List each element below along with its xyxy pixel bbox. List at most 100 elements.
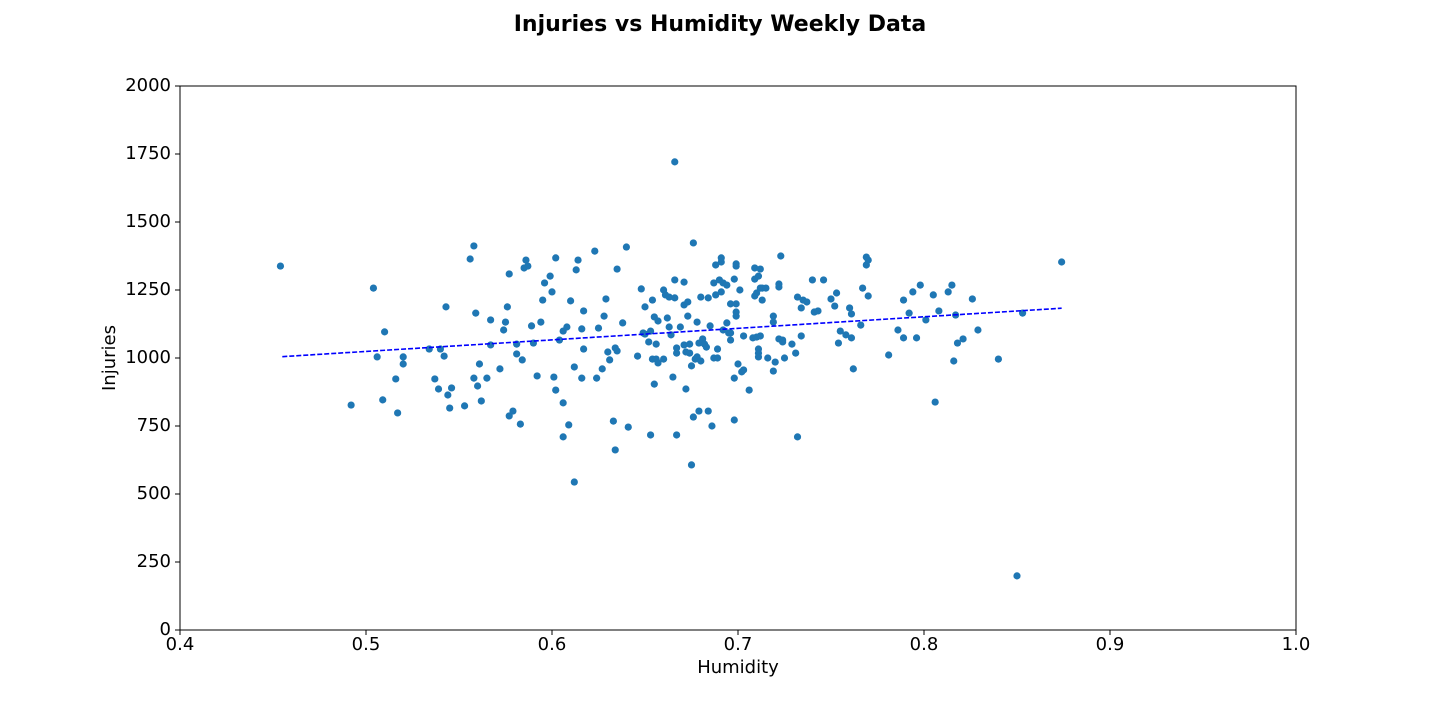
scatter-point [460, 402, 469, 410]
y-tick-label: 1750 [125, 143, 171, 164]
scatter-point [797, 332, 805, 340]
scatter-point [574, 256, 582, 264]
scatter-point [704, 294, 712, 302]
trend-line [282, 307, 1062, 358]
scatter-point [899, 334, 908, 342]
scatter-point [524, 262, 532, 270]
scatter-point [527, 322, 536, 330]
scatter-point [537, 318, 545, 326]
scatter-point [570, 363, 578, 371]
scatter-point [708, 422, 716, 430]
scatter-point [764, 354, 772, 362]
scatter-point [968, 295, 976, 303]
scatter-point [814, 307, 822, 315]
scatter-point [505, 270, 513, 278]
scatter-point [680, 341, 688, 349]
plot-frame [179, 85, 1297, 631]
scatter-point [641, 303, 649, 311]
scatter-point [483, 374, 491, 382]
scatter-point [434, 385, 443, 393]
scatter-point [712, 261, 720, 269]
scatter-point [606, 356, 614, 364]
y-tick-label: 500 [137, 483, 171, 504]
scatter-point [503, 303, 511, 311]
scatter-point [652, 340, 660, 348]
scatter-point [440, 352, 448, 360]
scatter-point [834, 339, 843, 347]
scatter-point [849, 365, 857, 373]
scatter-point [717, 254, 725, 262]
scatter-point [552, 386, 560, 394]
scatter-point [710, 279, 718, 287]
scatter-point [734, 360, 742, 368]
scatter-point [516, 420, 524, 428]
scatter-point [684, 312, 692, 320]
scatter-point [712, 291, 720, 299]
scatter-point [565, 421, 573, 429]
y-tick-label: 750 [137, 415, 171, 436]
y-tick-label: 2000 [125, 75, 171, 96]
scatter-point [827, 295, 835, 303]
scatter-point [477, 397, 485, 405]
scatter-point [697, 357, 705, 365]
scatter-point [518, 356, 526, 364]
scatter-point [912, 334, 921, 342]
scatter-point [399, 360, 407, 368]
scatter-point [559, 399, 567, 407]
scatter-point [689, 239, 697, 247]
scatter-point [689, 413, 697, 421]
scatter-point [470, 374, 478, 382]
scatter-point [369, 284, 378, 292]
scatter-point [442, 303, 450, 311]
scatter-point [723, 281, 731, 289]
scatter-point [593, 374, 601, 382]
scatter-point [792, 349, 800, 357]
scatter-point [673, 344, 681, 352]
scatter-point [379, 396, 387, 404]
scatter-point [680, 278, 688, 286]
scatter-point [604, 348, 612, 356]
scatter-point [726, 336, 735, 344]
scatter-point [905, 309, 913, 317]
scatter-point [619, 319, 627, 327]
scatter-point [548, 288, 556, 296]
scatter-point [580, 345, 588, 353]
scatter-point [578, 325, 586, 333]
scatter-point [922, 316, 930, 324]
scatter-point [847, 310, 856, 318]
scatter-point [487, 316, 495, 324]
scatter-point [754, 272, 763, 280]
scatter-point [994, 355, 1003, 363]
scatter-point [392, 375, 400, 383]
scatter-point [475, 360, 484, 368]
scatter-point [859, 284, 867, 292]
scatter-point [847, 334, 856, 342]
scatter-point [513, 350, 521, 358]
scatter-point [671, 276, 679, 284]
scatter-point [953, 339, 962, 347]
scatter-point [831, 302, 839, 310]
scatter-point [682, 385, 690, 393]
scatter-point [594, 324, 603, 332]
scatter-point [533, 372, 541, 380]
x-tick-label: 0.8 [910, 634, 939, 655]
scatter-point [751, 264, 759, 272]
scatter-point [474, 382, 482, 390]
scatter-point [819, 276, 828, 284]
scatter-point [572, 266, 580, 274]
scatter-point [663, 314, 671, 322]
scatter-point [899, 296, 908, 304]
scatter-point [739, 366, 748, 374]
scatter-point [780, 354, 789, 362]
scatter-point [637, 285, 645, 293]
scatter-point [446, 404, 454, 412]
scatter-point [929, 291, 937, 299]
scatter-point [745, 386, 753, 394]
scatter-point [570, 478, 578, 486]
y-tick-label: 1000 [125, 347, 171, 368]
plot-area [276, 158, 1066, 580]
scatter-point [687, 362, 696, 370]
scatter-point [864, 256, 872, 264]
